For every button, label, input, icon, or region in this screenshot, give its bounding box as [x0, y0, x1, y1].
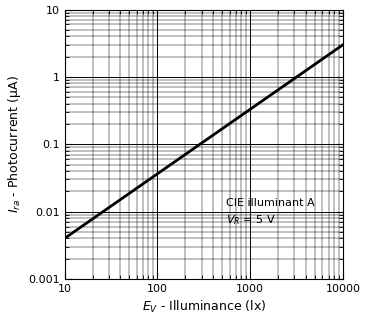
Y-axis label: $I_{ra}$ - Photocurrent (μA): $I_{ra}$ - Photocurrent (μA) — [5, 75, 23, 213]
X-axis label: $E_V$ - Illuminance (lx): $E_V$ - Illuminance (lx) — [142, 299, 266, 316]
Text: CIE illuminant A
$V_R$ = 5 V: CIE illuminant A $V_R$ = 5 V — [226, 198, 315, 227]
